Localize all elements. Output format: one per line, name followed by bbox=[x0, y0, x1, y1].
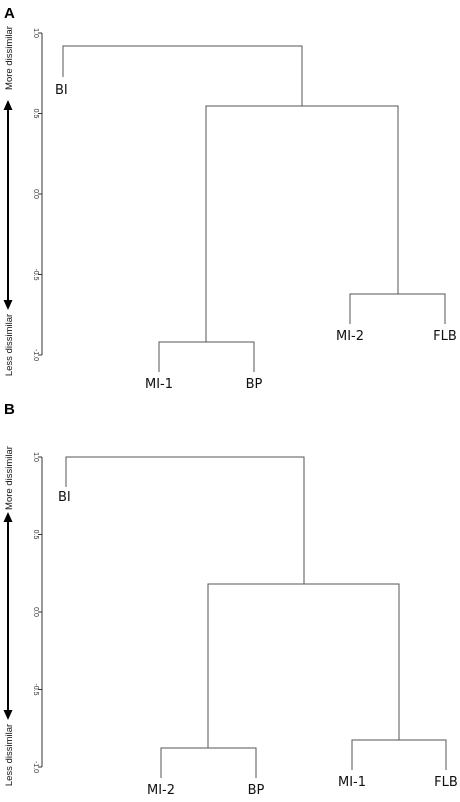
panel-a-tick-label: 0.5 bbox=[32, 109, 39, 119]
leaf-label: FLB bbox=[434, 775, 458, 790]
leaf-label: MI-1 bbox=[145, 377, 173, 392]
leaf-label: MI-2 bbox=[147, 783, 175, 798]
panel-a-less-dissimilar-label: Less dissimilar bbox=[4, 314, 15, 376]
panel-b-tick-label: 0.0 bbox=[32, 607, 39, 617]
branch-mi2-flb bbox=[349, 293, 446, 324]
branch-root bbox=[62, 45, 303, 106]
branch-root bbox=[65, 456, 305, 584]
panel-b-less-dissimilar-label: Less dissimilar bbox=[4, 724, 15, 786]
panel-a-tick-label: 1.0 bbox=[32, 28, 39, 38]
panel-b-branches bbox=[65, 456, 447, 778]
panel-b-tick-label: -1.0 bbox=[32, 761, 39, 773]
branch-mi1-flb bbox=[351, 739, 447, 770]
panel-a-tick-label: -0.5 bbox=[32, 268, 39, 280]
leaf-label: BI bbox=[58, 490, 71, 505]
panel-b-tick-label: 0.5 bbox=[32, 530, 39, 540]
panel-b-tick-label: 1.0 bbox=[32, 452, 39, 462]
branch-mi2-bp bbox=[160, 747, 257, 778]
branch-mi1-bp bbox=[158, 341, 255, 372]
panel-a: A 1.0 0.5 0.0 -0.5 -1.0 More dissimilar … bbox=[3, 5, 457, 392]
leaf-label: MI-2 bbox=[336, 329, 364, 344]
leaf-label: MI-1 bbox=[338, 775, 366, 790]
leaf-label: FLB bbox=[433, 329, 457, 344]
panel-a-arrowhead-down-icon bbox=[3, 300, 13, 310]
leaf-label: BI bbox=[55, 83, 68, 98]
panel-a-branches bbox=[62, 45, 446, 372]
panel-a-arrowhead-up-icon bbox=[3, 100, 13, 110]
leaf-label: BP bbox=[246, 377, 263, 392]
panel-b: B 1.0 0.5 0.0 -0.5 -1.0 More dissimilar … bbox=[3, 401, 458, 798]
panel-b-more-dissimilar-label: More dissimilar bbox=[4, 446, 15, 510]
panel-b-arrowhead-down-icon bbox=[3, 710, 13, 720]
panel-a-tick-label: -1.0 bbox=[32, 349, 39, 361]
panel-b-letter: B bbox=[4, 401, 15, 418]
panel-a-letter: A bbox=[4, 5, 15, 22]
panel-a-tick-label: 0.0 bbox=[32, 189, 39, 199]
branch-inner bbox=[205, 105, 399, 342]
leaf-label: BP bbox=[248, 783, 265, 798]
panel-a-more-dissimilar-label: More dissimilar bbox=[4, 26, 15, 90]
panel-b-tick-label: -0.5 bbox=[32, 683, 39, 695]
panel-b-arrowhead-up-icon bbox=[3, 512, 13, 522]
branch-inner bbox=[207, 583, 400, 748]
